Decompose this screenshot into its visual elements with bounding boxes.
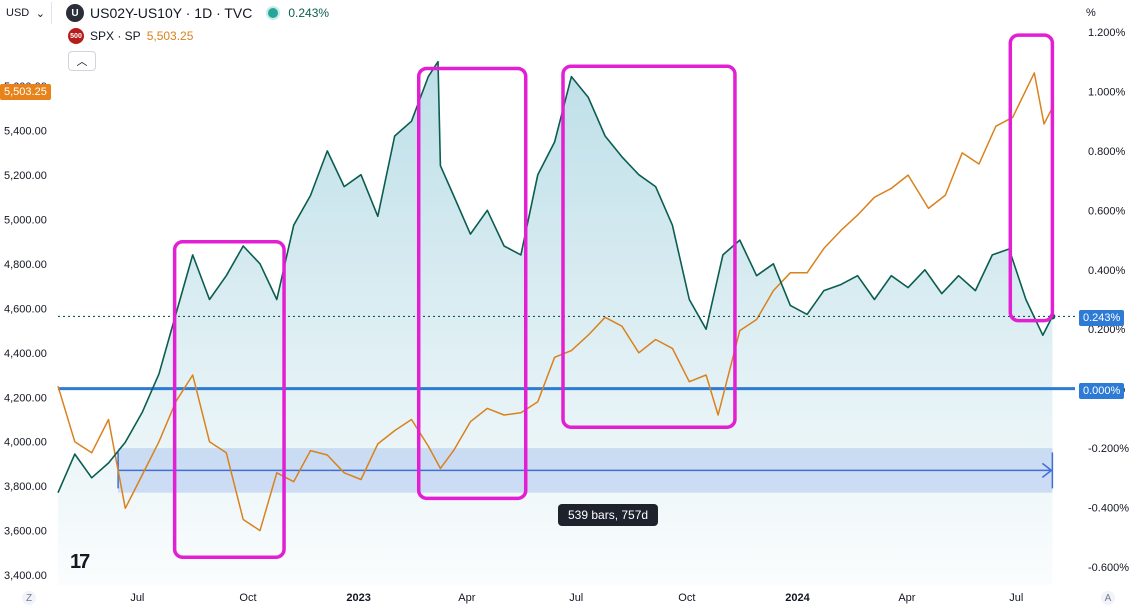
- x-axis-tick: Oct: [239, 592, 256, 604]
- market-status-icon: [266, 6, 281, 20]
- left-axis-tick: 3,400.00: [4, 570, 47, 582]
- right-axis-tick: 1.200%: [1088, 27, 1126, 39]
- chevron-down-icon: ⌄: [35, 7, 45, 20]
- right-axis-tick: 1.000%: [1088, 86, 1126, 98]
- x-axis-tick: 2023: [346, 592, 370, 604]
- right-axis-tick: 0.200%: [1088, 324, 1126, 336]
- right-axis-tick: 0.400%: [1088, 265, 1126, 277]
- chevron-up-icon: ︿: [76, 56, 88, 68]
- x-axis-tick: Jul: [1009, 592, 1023, 604]
- left-axis-tick: 4,000.00: [4, 437, 47, 449]
- spx-logo: 500: [68, 28, 84, 44]
- main-symbol-value: 0.243%: [288, 6, 330, 20]
- collapse-legend-button[interactable]: ︿: [68, 51, 96, 71]
- series-line-spread: [57, 60, 1054, 494]
- auto-scale-button[interactable]: A: [1101, 591, 1115, 605]
- highlight-box-3: [561, 64, 737, 430]
- currency-label: USD: [6, 7, 30, 19]
- currency-select[interactable]: USD ⌄: [0, 2, 52, 24]
- right-axis-tick: -0.400%: [1088, 503, 1129, 515]
- spx-symbol-title[interactable]: SPX · SP: [90, 29, 141, 43]
- right-axis-tick: 0.800%: [1088, 146, 1126, 158]
- tradingview-logo-icon[interactable]: 17: [70, 551, 90, 573]
- left-axis-tick: 3,600.00: [4, 526, 47, 538]
- zero-value-tag: 0.000%: [1079, 383, 1125, 399]
- left-axis-tick: 4,800.00: [4, 259, 47, 271]
- x-axis-tick: Apr: [898, 592, 915, 604]
- left-axis-tick: 3,800.00: [4, 481, 47, 493]
- highlight-box-1: [172, 239, 286, 559]
- right-axis-tick: -0.200%: [1088, 443, 1129, 455]
- spread-value-tag: 0.243%: [1079, 310, 1125, 326]
- right-axis-unit: %: [1086, 7, 1096, 19]
- spx-symbol-value: 5,503.25: [146, 29, 194, 43]
- left-axis-tick: 5,200.00: [4, 170, 47, 182]
- left-axis-tick: 5,000.00: [4, 215, 47, 227]
- x-axis-tick: Jul: [569, 592, 583, 604]
- spx-legend[interactable]: 500 SPX · SP 5,503.25: [68, 28, 193, 44]
- main-legend[interactable]: U US02Y-US10Y · 1D · TVC 0.243%: [66, 4, 329, 22]
- left-axis-tick: 4,400.00: [4, 348, 47, 360]
- symbol-logo: U: [66, 4, 84, 22]
- x-axis-tick: Apr: [458, 592, 475, 604]
- right-axis-tick: 0.600%: [1088, 205, 1126, 217]
- left-axis-tick: 4,600.00: [4, 303, 47, 315]
- spread-area: [58, 61, 1053, 585]
- series-line-spx: [57, 72, 1054, 532]
- left-axis-tick: 4,200.00: [4, 392, 47, 404]
- spx-price-tag: 5,503.25: [0, 84, 51, 100]
- zoom-reset-button[interactable]: Z: [22, 591, 36, 605]
- x-axis-tick: Jul: [130, 592, 144, 604]
- x-axis-tick: Oct: [678, 592, 695, 604]
- x-axis-tick: 2024: [785, 592, 810, 604]
- highlight-box-2: [416, 66, 528, 501]
- left-axis-tick: 5,400.00: [4, 126, 47, 138]
- date-range-tooltip: 539 bars, 757d: [558, 504, 659, 526]
- highlight-box-4: [1008, 33, 1055, 323]
- main-symbol-title[interactable]: US02Y-US10Y · 1D · TVC: [90, 5, 253, 21]
- right-axis-tick: -0.600%: [1088, 562, 1129, 574]
- arrowhead-icon: [1041, 462, 1053, 478]
